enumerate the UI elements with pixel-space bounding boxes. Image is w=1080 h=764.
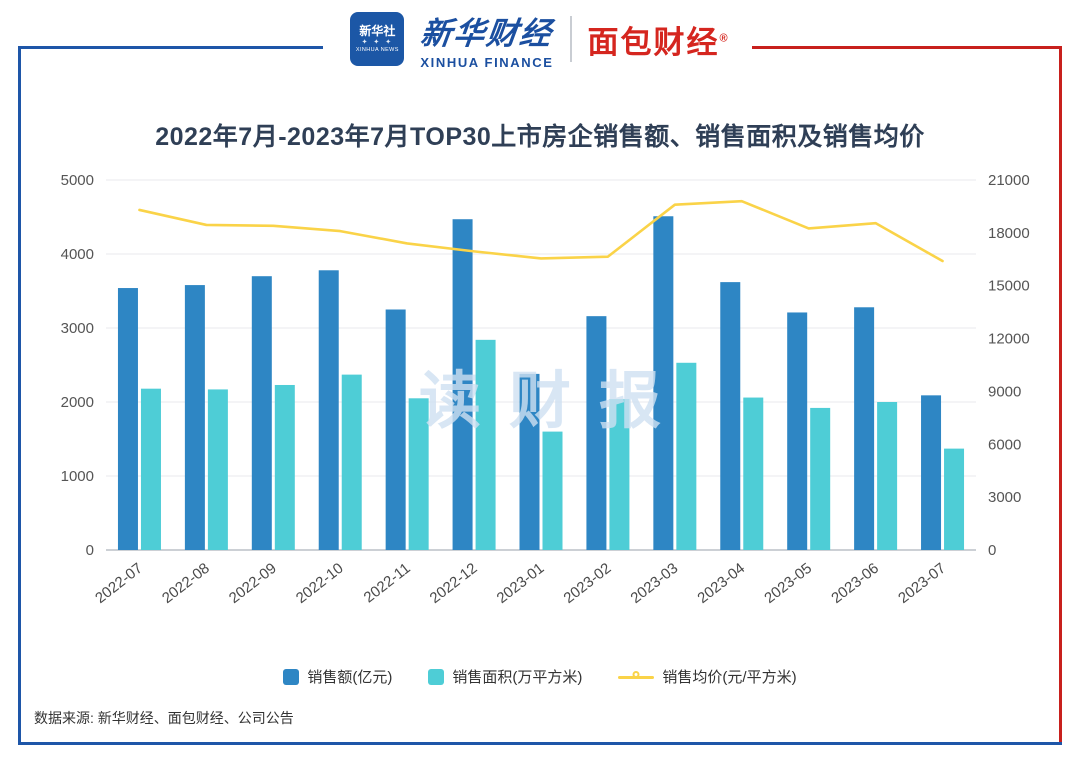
svg-text:2023-03: 2023-03 — [627, 560, 681, 607]
legend-avg-price: 销售均价(元/平方米) — [618, 666, 797, 687]
svg-text:2023-06: 2023-06 — [828, 560, 882, 607]
legend-label-sales-area: 销售面积(万平方米) — [452, 669, 583, 686]
svg-text:18000: 18000 — [988, 225, 1030, 242]
svg-text:1000: 1000 — [61, 468, 94, 485]
frame-border-top-left — [18, 46, 323, 49]
legend-swatch-sales-area — [428, 668, 445, 685]
frame-border-bottom — [18, 742, 1062, 745]
legend-sales-area: 销售面积(万平方米) — [428, 666, 582, 687]
xinhua-finance-en: XINHUA FINANCE — [420, 55, 554, 70]
svg-text:2022-08: 2022-08 — [159, 560, 213, 607]
xinhua-finance-logo: 新华财经 XINHUA FINANCE — [418, 8, 555, 70]
frame-border-left — [18, 46, 21, 745]
svg-text:0: 0 — [86, 542, 94, 559]
svg-text:2023-02: 2023-02 — [561, 560, 615, 607]
legend-sales-amount: 销售额(亿元) — [283, 666, 392, 687]
chart-legend: 销售额(亿元) 销售面积(万平方米) 销售均价(元/平方米) — [0, 666, 1080, 687]
chart-area: 0 1000 2000 3000 4000 5000 0 3000 6000 9000 12000 1… — [28, 152, 1052, 657]
svg-text:15000: 15000 — [988, 278, 1030, 295]
svg-text:2022-09: 2022-09 — [226, 560, 280, 607]
svg-text:9000: 9000 — [988, 383, 1021, 400]
svg-text:2022-10: 2022-10 — [293, 560, 347, 607]
xinhua-news-stars-icon: ✦ ✦ ✦ — [361, 38, 394, 46]
legend-label-avg-price: 销售均价(元/平方米) — [662, 669, 797, 686]
svg-text:6000: 6000 — [988, 436, 1021, 453]
svg-text:12000: 12000 — [988, 331, 1030, 348]
svg-text:4000: 4000 — [61, 246, 94, 263]
bread-finance-cn: 面包财经 — [587, 24, 720, 60]
svg-text:3000: 3000 — [61, 320, 94, 337]
svg-text:2000: 2000 — [61, 394, 94, 411]
svg-text:2022-07: 2022-07 — [92, 560, 146, 607]
svg-text:21000: 21000 — [988, 172, 1030, 189]
sales-chart: 0 1000 2000 3000 4000 5000 0 3000 6000 9000 12000 1… — [61, 172, 1030, 607]
svg-text:2023-04: 2023-04 — [694, 560, 748, 607]
svg-text:2022-11: 2022-11 — [361, 560, 414, 607]
legend-label-sales-amount: 销售额(亿元) — [307, 669, 393, 686]
registered-mark-icon: ® — [719, 32, 730, 45]
svg-text:3000: 3000 — [988, 489, 1021, 506]
svg-text:5000: 5000 — [61, 172, 94, 189]
svg-text:2023-05: 2023-05 — [761, 560, 815, 607]
xinhua-news-logo: 新华社 ✦ ✦ ✦ XINHUA NEWS — [350, 12, 405, 66]
xinhua-news-name: 新华社 — [359, 23, 396, 38]
chart-title: 2022年7月-2023年7月TOP30上市房企销售额、销售面积及销售均价 — [155, 122, 925, 151]
data-source: 数据来源: 新华财经、面包财经、公司公告 — [34, 710, 294, 726]
xinhua-finance-cn: 新华财经 — [418, 16, 555, 51]
frame-border-right — [1059, 46, 1062, 745]
frame-border-top-right — [752, 46, 1062, 49]
svg-text:0: 0 — [988, 542, 996, 559]
svg-text:2023-01: 2023-01 — [494, 560, 548, 607]
bread-finance-logo: 面包财经® — [588, 17, 730, 62]
xinhua-news-en: XINHUA NEWS — [355, 46, 399, 53]
legend-line-marker-icon — [618, 669, 655, 685]
legend-swatch-sales-amount — [283, 668, 300, 685]
svg-text:2022-12: 2022-12 — [427, 560, 481, 607]
logo-divider — [569, 16, 572, 62]
brand-header: 新华社 ✦ ✦ ✦ XINHUA NEWS 新华财经 XINHUA FINANC… — [0, 6, 1080, 72]
svg-text:2023-07: 2023-07 — [895, 560, 949, 607]
